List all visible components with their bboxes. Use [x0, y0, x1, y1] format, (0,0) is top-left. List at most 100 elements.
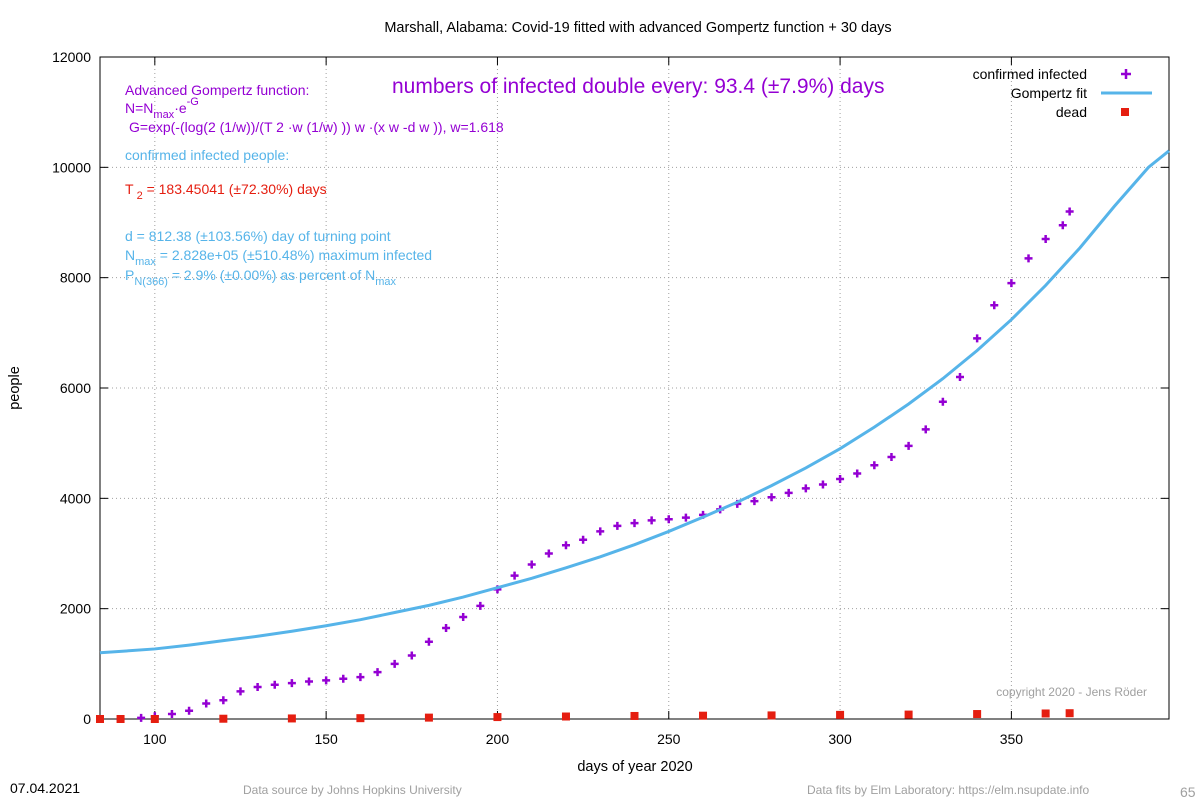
- confirmed-infected-point: [322, 676, 331, 685]
- confirmed-infected-point: [339, 674, 348, 683]
- confirmed-infected-point: [613, 521, 622, 530]
- confirmed-infected-point: [1007, 279, 1016, 288]
- nmax-main: N: [125, 247, 135, 263]
- p-mid: = 2.9% (±0.00%) as percent of N: [168, 267, 375, 283]
- confirmed-infected-point: [784, 488, 793, 497]
- d-annotation: d = 812.38 (±103.56%) day of turning poi…: [125, 228, 391, 244]
- confirmed-infected-point: [356, 673, 365, 682]
- dead-point: [699, 711, 708, 720]
- nmax-sub: max: [135, 256, 156, 268]
- y-tick-label: 6000: [60, 380, 91, 396]
- confirmed-infected-point: [990, 301, 999, 310]
- p-annotation: PN(366) = 2.9% (±0.00%) as percent of Nm…: [125, 267, 397, 288]
- dead-point: [424, 713, 433, 722]
- legend-label: dead: [1056, 104, 1087, 120]
- y-tick-label: 4000: [60, 490, 91, 506]
- dead-point: [630, 711, 639, 720]
- legend-label: confirmed infected: [973, 66, 1087, 82]
- gompertz-title: Advanced Gompertz function:: [125, 82, 309, 98]
- confirmed-infected-point: [561, 541, 570, 550]
- confirmed-infected-point: [1058, 221, 1067, 230]
- y-tick-label: 10000: [52, 159, 91, 175]
- p-sub: N(366): [134, 276, 168, 288]
- n-formula-sub: max: [153, 109, 174, 121]
- confirmed-infected-point: [305, 677, 314, 686]
- x-tick-label: 300: [828, 731, 852, 747]
- confirmed-infected-point: [407, 651, 416, 660]
- data-series: [96, 149, 1170, 723]
- confirmed-infected-point: [167, 710, 176, 719]
- confirmed-infected-label: confirmed infected people:: [125, 147, 289, 163]
- dead-point: [836, 710, 845, 719]
- confirmed-infected-point: [287, 679, 296, 688]
- confirmed-infected-point: [219, 696, 228, 705]
- n-formula-main: N=N: [125, 100, 153, 116]
- confirmed-infected-point: [202, 699, 211, 708]
- x-tick-label: 250: [657, 731, 681, 747]
- dead-point: [561, 712, 570, 721]
- dead-point: [1041, 709, 1050, 718]
- doubling-annotation: numbers of infected double every: 93.4 (…: [392, 75, 884, 98]
- confirmed-infected-point: [579, 535, 588, 544]
- y-tick-label: 0: [83, 711, 91, 727]
- confirmed-infected-point: [253, 683, 262, 692]
- chart-title: Marshall, Alabama: Covid-19 fitted with …: [384, 20, 891, 36]
- confirmed-infected-point: [955, 372, 964, 381]
- confirmed-infected-point: [973, 334, 982, 343]
- dead-point: [287, 714, 296, 723]
- nmax-annotation: Nmax = 2.828e+05 (±510.48%) maximum infe…: [125, 247, 432, 268]
- confirmed-infected-point: [424, 637, 433, 646]
- legend-marker-plus: [1121, 69, 1131, 79]
- confirmed-infected-point: [510, 571, 519, 580]
- footer-source: Data source by Johns Hopkins University: [243, 783, 462, 797]
- confirmed-infected-point: [476, 601, 485, 610]
- confirmed-infected-point: [818, 480, 827, 489]
- confirmed-infected-point: [767, 493, 776, 502]
- n-formula-tail: ·e: [174, 100, 187, 116]
- confirmed-infected-point: [373, 668, 382, 677]
- legend-label: Gompertz fit: [1011, 85, 1087, 101]
- confirmed-infected-point: [459, 612, 468, 621]
- x-tick-label: 150: [314, 731, 338, 747]
- dead-point: [219, 714, 228, 723]
- nmax-tail: = 2.828e+05 (±510.48%) maximum infected: [156, 247, 432, 263]
- gompertz-fit-line: [99, 149, 1170, 655]
- confirmed-infected-point: [921, 425, 930, 434]
- dead-point: [1065, 709, 1074, 718]
- y-tick-label: 12000: [52, 49, 91, 65]
- y-tick-label: 2000: [60, 601, 91, 617]
- confirmed-infected-point: [185, 706, 194, 715]
- confirmed-infected-point: [390, 659, 399, 668]
- dead-point: [904, 710, 913, 719]
- confirmed-infected-point: [664, 515, 673, 524]
- confirmed-infected-point: [904, 441, 913, 450]
- t2-main: T: [125, 181, 134, 197]
- x-tick-label: 100: [143, 731, 167, 747]
- confirmed-infected-point: [750, 497, 759, 506]
- dead-point: [150, 715, 159, 723]
- t2-tail: = 183.45041 (±72.30%) days: [143, 181, 327, 197]
- x-tick-label: 350: [1000, 731, 1024, 747]
- confirmed-infected-point: [544, 549, 553, 558]
- copyright-label: copyright 2020 - Jens Röder: [996, 685, 1147, 699]
- n-formula-sup: -G: [187, 96, 199, 108]
- confirmed-infected-point: [596, 527, 605, 536]
- dead-series: [96, 709, 1074, 723]
- x-axis-label: days of year 2020: [577, 759, 692, 775]
- confirmed-infected-point: [527, 560, 536, 569]
- y-tick-label: 8000: [60, 270, 91, 286]
- g-formula: G=exp(-(log(2 (1/w))/(T 2 ·w (1/w) )) w …: [129, 119, 504, 135]
- p-main: P: [125, 267, 134, 283]
- confirmed-infected-point: [1041, 235, 1050, 244]
- x-tick-label: 200: [486, 731, 510, 747]
- confirmed-infected-point: [836, 475, 845, 484]
- confirmed-infected-point: [630, 519, 639, 528]
- confirmed-infected-point: [1065, 207, 1074, 216]
- confirmed-infected-point: [270, 680, 279, 689]
- confirmed-infected-point: [442, 623, 451, 632]
- dead-point: [493, 713, 502, 722]
- confirmed-infected-point: [938, 397, 947, 406]
- t2-sub: 2: [137, 190, 143, 202]
